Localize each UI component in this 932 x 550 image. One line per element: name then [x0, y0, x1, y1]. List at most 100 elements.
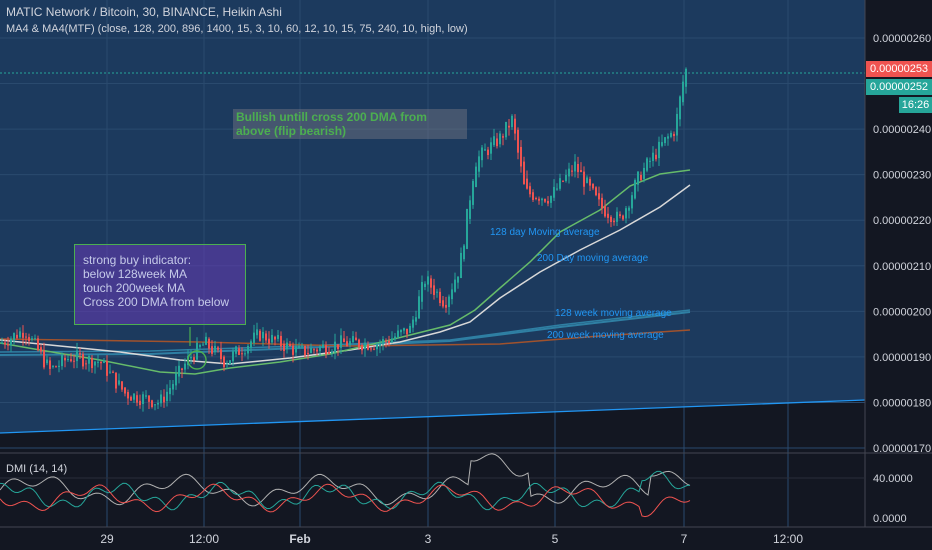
candle-body — [19, 331, 21, 338]
candle-body — [334, 341, 336, 353]
candle-body — [631, 195, 633, 209]
candle-body — [640, 174, 642, 181]
candle-body — [676, 113, 678, 136]
candle-body — [601, 197, 603, 209]
candle-body — [214, 345, 216, 352]
price-tick-label: 0.00000240 — [873, 124, 931, 136]
candle-body — [100, 362, 102, 364]
candle-body — [628, 207, 630, 211]
candle-body — [250, 341, 252, 348]
candle-body — [541, 198, 543, 201]
dmi-adx — [0, 453, 691, 507]
candle-body — [634, 180, 636, 199]
candle-body — [301, 345, 303, 347]
candle-body — [508, 125, 510, 128]
last-price-red: 0.00000253 — [866, 61, 932, 77]
candle-body — [244, 353, 246, 355]
candle-body — [34, 338, 36, 340]
candle-body — [235, 346, 237, 354]
candle-body — [67, 359, 69, 361]
candle-body — [649, 160, 651, 162]
candle-body — [286, 342, 288, 350]
candle-body — [322, 344, 324, 348]
candle-body — [310, 348, 312, 353]
candle-body — [76, 350, 78, 362]
candle-body — [391, 338, 393, 343]
candle-body — [7, 344, 9, 346]
price-tick-label: 0.00000220 — [873, 215, 931, 227]
candle-body — [223, 356, 225, 368]
price-tick-label: 0.00000210 — [873, 261, 931, 273]
candle-body — [394, 336, 396, 340]
bullish-note[interactable]: Bullish untill cross 200 DMA from above … — [233, 109, 467, 139]
candle-body — [448, 296, 450, 308]
candle-body — [346, 341, 348, 347]
ma-128week-band — [0, 311, 691, 356]
candle-body — [511, 115, 513, 128]
ma200w-label: 200 week moving average — [547, 330, 664, 341]
candle-body — [481, 147, 483, 161]
time-tick-label: 29 — [100, 532, 114, 546]
candle-body — [523, 161, 525, 185]
candle-body — [586, 177, 588, 183]
candle-body — [91, 357, 93, 369]
candle-body — [295, 346, 297, 353]
candle-body — [544, 198, 546, 202]
grid — [0, 0, 865, 527]
candle-body — [49, 360, 51, 369]
candle-body — [115, 372, 117, 389]
candle-body — [139, 400, 141, 406]
candle-body — [25, 336, 27, 338]
candle-body — [190, 356, 192, 359]
candle-body — [340, 335, 342, 348]
candle-body — [370, 348, 372, 350]
countdown: 16:26 — [899, 97, 932, 113]
candle-body — [136, 395, 138, 403]
candle-body — [292, 345, 294, 355]
candle-body — [598, 193, 600, 200]
candle-body — [646, 158, 648, 171]
candle-body — [661, 142, 663, 146]
ma128w-label: 128 week moving average — [555, 308, 672, 319]
candle-body — [682, 81, 684, 103]
candle-body — [298, 346, 300, 348]
candle-body — [169, 387, 171, 395]
time-tick-label: 3 — [425, 532, 432, 546]
candle-body — [70, 359, 72, 362]
candle-body — [433, 285, 435, 295]
candle-body — [529, 186, 531, 195]
candle-body — [499, 133, 501, 145]
candle-body — [475, 166, 477, 188]
candle-body — [565, 174, 567, 182]
candle-body — [1, 342, 3, 344]
candle-body — [79, 353, 81, 355]
candle-body — [277, 334, 279, 339]
candle-body — [262, 331, 264, 339]
buy-note[interactable]: strong buy indicator: below 128week MA t… — [74, 244, 246, 325]
candle-body — [160, 394, 162, 404]
candle-body — [457, 276, 459, 283]
candle-body — [355, 337, 357, 341]
candle-body — [127, 392, 129, 399]
candle-body — [679, 96, 681, 120]
candle-body — [553, 186, 555, 198]
candle-body — [253, 332, 255, 343]
candle-body — [571, 170, 573, 172]
candle-body — [184, 363, 186, 370]
ma-200week — [0, 329, 691, 347]
dmi-tick-label: 0.0000 — [873, 513, 907, 525]
candle-body — [376, 344, 378, 350]
candle-body — [643, 167, 645, 179]
candle-body — [466, 208, 468, 249]
candle-body — [451, 289, 453, 300]
candle-body — [490, 142, 492, 154]
candle-body — [13, 333, 15, 341]
candle-body — [313, 349, 315, 351]
candle-body — [304, 345, 306, 356]
candle-body — [172, 384, 174, 390]
candle-body — [445, 304, 447, 308]
time-tick-label: 7 — [681, 532, 688, 546]
candle-body — [580, 170, 582, 173]
candle-body — [415, 317, 417, 322]
